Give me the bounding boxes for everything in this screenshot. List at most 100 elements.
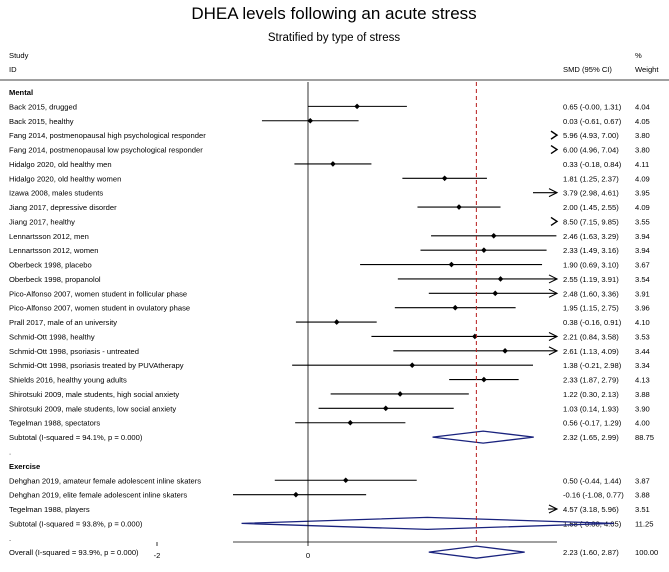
effect-ci: 1.03 (0.14, 1.93) bbox=[563, 404, 619, 413]
weight: 3.55 bbox=[635, 217, 650, 226]
row-study: Dehghan 2019, amateur female adolescent … bbox=[9, 476, 650, 485]
point-estimate bbox=[347, 419, 354, 426]
effect-ci: 4.57 (3.18, 5.96) bbox=[563, 505, 619, 514]
effect-ci: 2.21 (0.84, 3.58) bbox=[563, 332, 619, 341]
point-estimate bbox=[409, 362, 415, 369]
x-axis: -205.5 bbox=[154, 82, 557, 560]
row-spacer: . bbox=[9, 534, 11, 543]
header-effect: SMD (95% CI) bbox=[563, 65, 612, 74]
effect-ci: 2.55 (1.19, 3.91) bbox=[563, 275, 619, 284]
row-study: Pico-Alfonso 2007, women student in foll… bbox=[9, 288, 650, 298]
row-study: Back 2015, drugged 0.65 (-0.00, 1.31) 4.04 bbox=[9, 102, 650, 111]
point-estimate bbox=[293, 491, 299, 498]
weight: 3.95 bbox=[635, 189, 650, 198]
weight: 3.53 bbox=[635, 332, 650, 341]
row-study: Fang 2014, postmenopausal high psycholog… bbox=[9, 130, 650, 140]
ci-arrow bbox=[548, 188, 559, 198]
study-label: Tegelman 1988, spectators bbox=[9, 419, 100, 428]
effect-ci: 1.22 (0.30, 2.13) bbox=[563, 390, 619, 399]
chart-subtitle: Stratified by type of stress bbox=[268, 32, 401, 44]
study-label: Dehghan 2019, elite female adolescent in… bbox=[9, 491, 187, 500]
row-study: Prall 2017, male of an university 0.38 (-… bbox=[9, 318, 650, 327]
x-tick-label: -2 bbox=[154, 551, 161, 560]
weight: 4.05 bbox=[635, 117, 650, 126]
point-estimate bbox=[456, 204, 462, 210]
weight: 4.13 bbox=[635, 376, 650, 385]
weight: 3.34 bbox=[635, 361, 650, 370]
effect-ci: 3.79 (2.98, 4.61) bbox=[563, 189, 619, 198]
point-estimate bbox=[333, 319, 340, 325]
point-estimate bbox=[492, 290, 499, 297]
row-header: Exercise bbox=[9, 462, 40, 471]
study-label: Schmid-Ott 1998, psoriasis treated by PU… bbox=[9, 361, 184, 370]
weight: 3.96 bbox=[635, 304, 650, 313]
row-study: Shirotsuki 2009, male students, low soci… bbox=[9, 404, 650, 413]
weight: 3.67 bbox=[635, 261, 650, 270]
effect-ci: 1.90 (0.69, 3.10) bbox=[563, 261, 619, 270]
study-label: Back 2015, drugged bbox=[9, 102, 77, 111]
ci-arrow bbox=[550, 144, 559, 155]
row-subtotal: Subtotal (I-squared = 94.1%, p = 0.000) 2… bbox=[9, 430, 654, 444]
row-subtotal: Subtotal (I-squared = 93.8%, p = 0.000) 1… bbox=[9, 516, 653, 531]
study-label: Fang 2014, postmenopausal low psychologi… bbox=[9, 146, 203, 155]
weight: 4.04 bbox=[635, 102, 650, 111]
row-study: Schmid-Ott 1998, psoriasis treated by PU… bbox=[9, 361, 650, 370]
header-weight: Weight bbox=[635, 65, 659, 74]
study-label: Dehghan 2019, amateur female adolescent … bbox=[9, 476, 201, 485]
row-study: Tegelman 1988, players 4.57 (3.18, 5.96) 3… bbox=[9, 504, 650, 514]
row-study: Tegelman 1988, spectators 0.56 (-0.17, 1.… bbox=[9, 419, 650, 428]
study-label: Schmid-Ott 1998, healthy bbox=[9, 332, 95, 341]
effect-ci: 2.33 (1.49, 3.16) bbox=[563, 246, 619, 255]
point-estimate bbox=[330, 161, 336, 167]
effect-ci: 0.38 (-0.16, 0.91) bbox=[563, 318, 622, 327]
effect-ci: 2.46 (1.63, 3.29) bbox=[563, 232, 619, 241]
overall-label: Overall (I-squared = 93.9%, p = 0.000) bbox=[9, 548, 139, 557]
effect-ci: 6.00 (4.96, 7.04) bbox=[563, 146, 619, 155]
weight: 3.44 bbox=[635, 347, 650, 356]
weight: 3.88 bbox=[635, 491, 650, 500]
point-estimate bbox=[481, 247, 487, 253]
row-study: Schmid-Ott 1998, healthy 2.21 (0.84, 3.58… bbox=[9, 331, 650, 341]
ci-arrow bbox=[548, 346, 559, 356]
spacer-dot: . bbox=[9, 534, 11, 543]
effect-ci: 2.23 (1.60, 2.87) bbox=[563, 548, 619, 557]
weight: 4.10 bbox=[635, 318, 650, 327]
subtotal-label: Subtotal (I-squared = 93.8%, p = 0.000) bbox=[9, 519, 143, 528]
effect-ci: 2.61 (1.13, 4.09) bbox=[563, 347, 619, 356]
ci-arrow bbox=[548, 274, 559, 284]
effect-ci: 1.38 (-0.21, 2.98) bbox=[563, 361, 622, 370]
weight: 3.91 bbox=[635, 289, 650, 298]
point-estimate bbox=[397, 391, 403, 397]
study-label: Hidalgo 2020, old healthy men bbox=[9, 160, 112, 169]
weight: 3.80 bbox=[635, 146, 650, 155]
point-estimate bbox=[307, 117, 314, 124]
subtotal-diamond bbox=[432, 430, 534, 444]
effect-ci: 2.33 (1.87, 2.79) bbox=[563, 376, 619, 385]
study-label: Pico-Alfonso 2007, women student in foll… bbox=[9, 289, 187, 298]
study-label: Tegelman 1988, players bbox=[9, 505, 90, 514]
point-estimate bbox=[502, 348, 508, 354]
study-label: Shirotsuki 2009, male students, low soci… bbox=[9, 404, 176, 413]
row-study: Shields 2016, healthy young adults 2.33 (… bbox=[9, 376, 650, 385]
effect-ci: 2.48 (1.60, 3.36) bbox=[563, 289, 619, 298]
effect-ci: 1.81 (1.25, 2.37) bbox=[563, 174, 619, 183]
row-study: Oberbeck 1998, placebo 1.90 (0.69, 3.10) 3… bbox=[9, 261, 650, 270]
ci-arrow bbox=[550, 130, 559, 140]
weight: 4.09 bbox=[635, 174, 650, 183]
effect-ci: 2.00 (1.45, 2.55) bbox=[563, 203, 619, 212]
row-study: Lennartsson 2012, women 2.33 (1.49, 3.16)… bbox=[9, 246, 650, 255]
point-estimate bbox=[481, 376, 487, 383]
row-study: Jiang 2017, healthy 8.50 (7.15, 9.85) 3.55 bbox=[9, 216, 650, 226]
weight: 11.25 bbox=[635, 519, 653, 528]
header-weight-pct: % bbox=[635, 51, 642, 60]
point-estimate bbox=[448, 261, 455, 268]
study-label: Oberbeck 1998, placebo bbox=[9, 261, 92, 270]
subtotal-label: Subtotal (I-squared = 94.1%, p = 0.000) bbox=[9, 433, 143, 442]
weight: 3.51 bbox=[635, 505, 650, 514]
study-label: Jiang 2017, depressive disorder bbox=[9, 203, 117, 212]
weight: 3.94 bbox=[635, 246, 650, 255]
weight: 3.80 bbox=[635, 131, 650, 140]
x-tick-label: 0 bbox=[306, 551, 310, 560]
weight: 4.09 bbox=[635, 203, 650, 212]
